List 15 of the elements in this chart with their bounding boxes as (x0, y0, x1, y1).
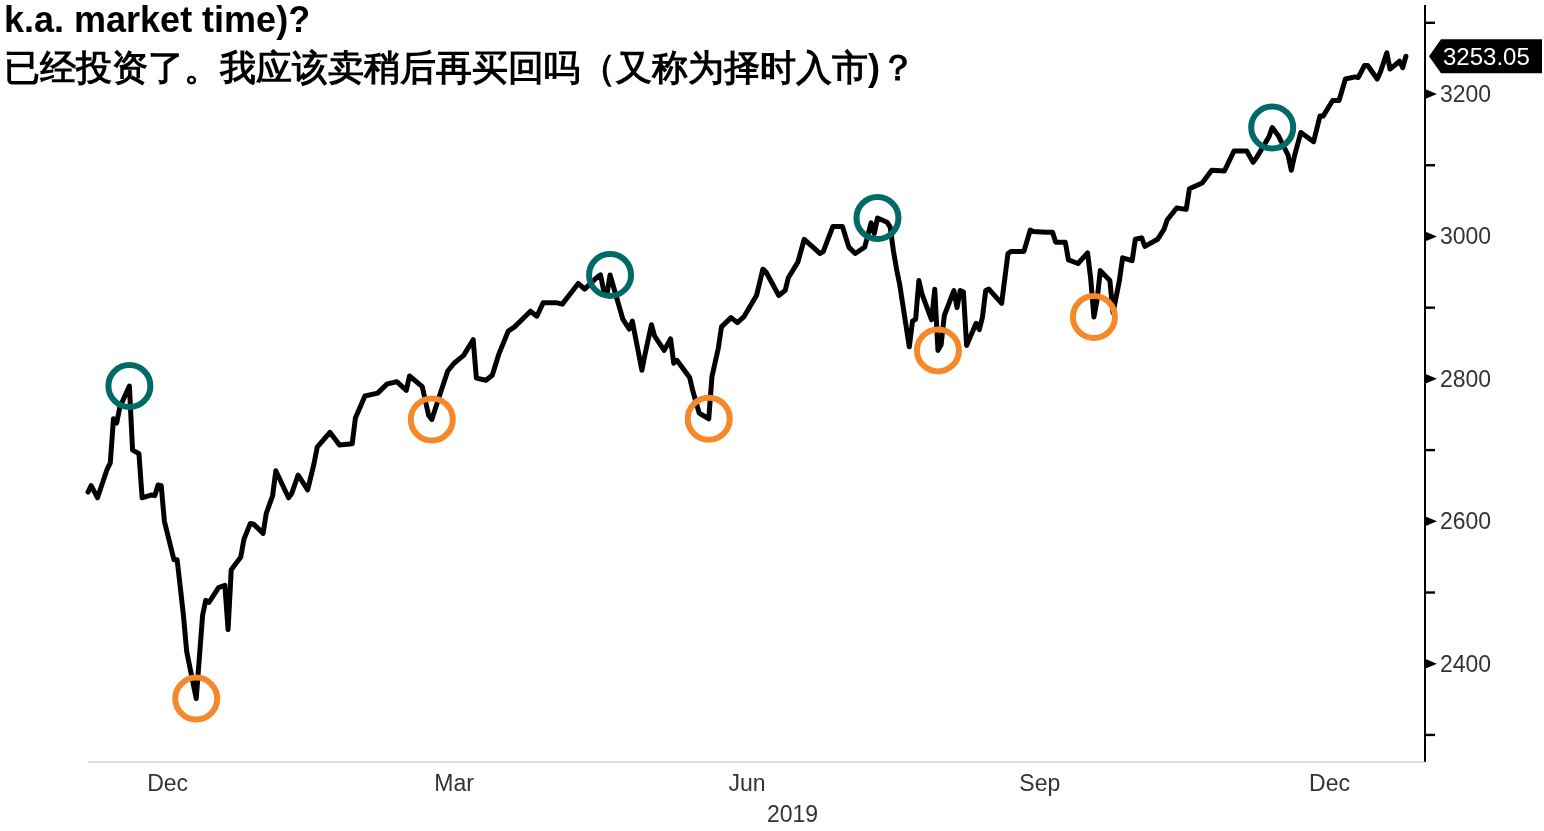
chart-title: k.a. market time)? (4, 0, 311, 40)
x-tick-label: Sep (1019, 770, 1061, 796)
x-tick-label: Dec (147, 770, 189, 796)
y-tick-label: 2800 (1440, 365, 1492, 392)
y-tick-label: 3200 (1440, 81, 1492, 108)
x-tick-label: Jun (728, 770, 766, 796)
annotation: 3253.05 (1443, 43, 1530, 71)
y-tick-label: 2600 (1440, 508, 1492, 535)
x-tick-label: Dec (1309, 770, 1350, 796)
y-tick-label: 3000 (1440, 223, 1492, 250)
x-axis-title: 2019 (766, 801, 819, 827)
annotation: 3253.05 (1429, 39, 1542, 74)
x-tick-label: Mar (434, 770, 475, 796)
y-tick-label: 2400 (1440, 650, 1492, 677)
text: 已经投资了。我应该卖稍后再买回吗（又称为择时入市)？ (4, 47, 916, 88)
